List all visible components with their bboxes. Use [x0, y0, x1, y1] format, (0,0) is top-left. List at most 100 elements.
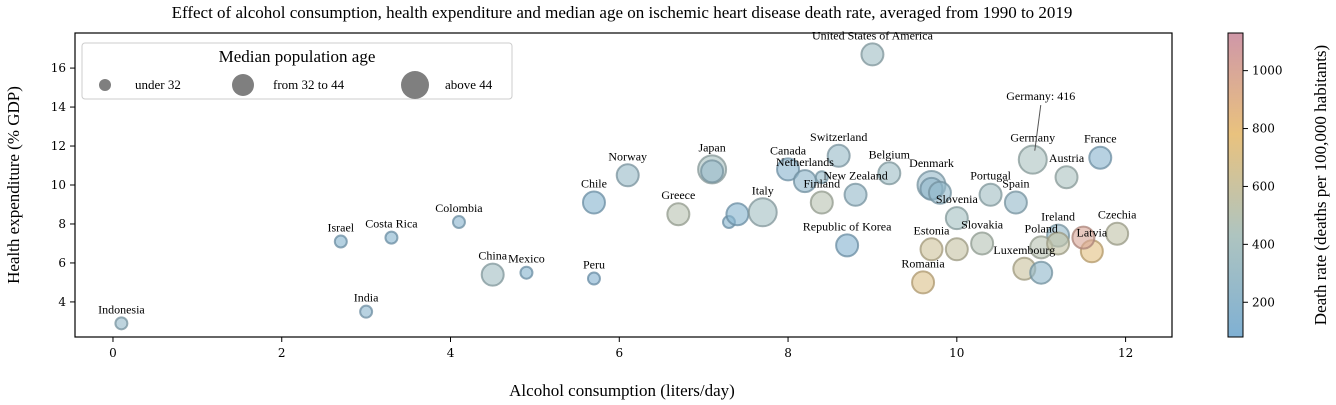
point-label-czechia: Czechia: [1098, 208, 1137, 222]
y-tick-label: 12: [51, 139, 66, 153]
x-tick-label: 12: [1118, 346, 1133, 360]
legend-marker-medium: [232, 74, 254, 96]
point-label-ireland: Ireland: [1041, 210, 1075, 224]
x-tick-label: 6: [615, 346, 623, 360]
point-label-peru: Peru: [583, 258, 605, 272]
point-label-estonia: Estonia: [914, 223, 951, 237]
x-tick-label: 0: [109, 346, 117, 360]
y-tick-label: 4: [58, 295, 66, 309]
point-label-italy: Italy: [752, 183, 774, 197]
point-france: [1088, 145, 1113, 170]
point-italy: [747, 197, 778, 228]
x-axis: 0 2 4 6 8 10 12: [109, 337, 1133, 360]
point-label-japan: Japan: [698, 140, 725, 154]
point-unlabeled-14: [725, 202, 750, 227]
point-unlabeled-42: [1071, 225, 1096, 250]
point-label-colombia: Colombia: [435, 201, 483, 215]
point-label-canada: Canada: [770, 143, 807, 157]
points-layer: [114, 42, 1130, 331]
point-new-zealand: [843, 182, 868, 207]
legend-label-small: under 32: [135, 77, 181, 92]
annotation-arrow: [1034, 105, 1042, 151]
point-label-spain: Spain: [1002, 177, 1029, 191]
legend-marker-large: [401, 71, 429, 99]
legend-marker-small: [99, 79, 111, 91]
point-unlabeled-27: [927, 180, 952, 205]
point-label-israel: Israel: [327, 221, 354, 235]
y-tick-label: 16: [51, 61, 66, 75]
x-tick-label: 4: [447, 346, 455, 360]
point-norway: [615, 163, 640, 188]
point-label-portugal: Portugal: [970, 169, 1011, 183]
point-label-switzerland: Switzerland: [810, 130, 867, 144]
point-label-finland: Finland: [803, 177, 840, 191]
point-label-united-states-of-america: United States of America: [812, 28, 934, 42]
point-canada: [776, 157, 801, 182]
point-china: [480, 262, 505, 287]
point-unlabeled-12: [700, 159, 725, 184]
point-colombia: [451, 215, 466, 230]
y-tick-label: 10: [51, 178, 66, 192]
point-united-states-of-america: [860, 42, 885, 67]
point-label-mexico: Mexico: [508, 252, 545, 266]
point-indonesia: [114, 316, 129, 331]
point-peru: [586, 271, 601, 286]
colorbar: 200 400 600 800 1000 Death rate (deaths per …: [1227, 32, 1330, 338]
point-greece: [666, 202, 691, 227]
point-israel: [333, 234, 348, 249]
point-label-new-zealand: New Zealand: [823, 169, 887, 183]
point-label-india: India: [354, 291, 379, 305]
x-tick-label: 8: [784, 346, 792, 360]
x-tick-label: 10: [949, 346, 964, 360]
point-label-norway: Norway: [608, 149, 647, 163]
point-label-belgium: Belgium: [869, 147, 911, 161]
legend-label-large: above 44: [445, 77, 493, 92]
point-slovenia: [944, 206, 969, 231]
point-unlabeled-45: [1029, 260, 1054, 285]
point-chile: [581, 190, 606, 215]
annotation-text: Germany: 416: [1006, 89, 1075, 103]
legend-label-medium: from 32 to 44: [273, 77, 345, 92]
point-belgium: [877, 161, 902, 186]
colorbar-tick-label: 200: [1252, 295, 1275, 309]
point-label-costa-rica: Costa Rica: [365, 217, 418, 231]
colorbar-tick-label: 1000: [1252, 64, 1283, 78]
point-label-chile: Chile: [581, 177, 607, 191]
point-unlabeled-40: [1046, 231, 1071, 256]
point-label-romania: Romania: [901, 256, 945, 270]
y-axis: 4 6 8 10 12 14 16: [51, 61, 75, 309]
point-label-republic-of-korea: Republic of Korea: [803, 219, 892, 233]
colorbar-label: Death rate (deaths per 100,000 habitants…: [1311, 45, 1330, 325]
point-republic-of-korea: [835, 233, 860, 258]
x-tick-label: 2: [278, 346, 286, 360]
point-label-slovakia: Slovakia: [961, 217, 1004, 231]
point-label-china: China: [478, 249, 507, 263]
colorbar-tick-label: 800: [1252, 122, 1275, 136]
labels-layer: Indonesia India Israel Costa Rica Colombia Ch…: [98, 28, 1137, 316]
point-label-greece: Greece: [661, 188, 695, 202]
point-mexico: [519, 265, 534, 280]
point-label-france: France: [1084, 132, 1117, 146]
size-legend: Median population age under 32 from 32 t…: [81, 42, 513, 100]
x-axis-label: Alcohol consumption (liters/day): [509, 381, 735, 400]
point-netherlands: [792, 169, 817, 194]
annotation-layer: Germany: 416: [1006, 89, 1075, 151]
point-romania: [911, 270, 936, 295]
colorbar-bar: [1227, 32, 1244, 338]
chart-title: Effect of alcohol consumption, health ex…: [172, 3, 1073, 22]
point-label-germany: Germany: [1010, 131, 1055, 145]
y-tick-label: 6: [58, 256, 66, 270]
colorbar-tick-label: 400: [1252, 237, 1275, 251]
point-label-luxembourg: Luxembourg: [993, 243, 1055, 257]
point-unlabeled-19: [814, 170, 829, 185]
point-label-poland: Poland: [1025, 221, 1058, 235]
point-estonia: [919, 237, 944, 262]
point-label-latvia: Latvia: [1077, 225, 1108, 239]
point-portugal: [978, 182, 1003, 207]
colorbar-ticks: 200 400 600 800 1000: [1243, 64, 1283, 309]
colorbar-tick-label: 600: [1252, 179, 1275, 193]
y-tick-label: 8: [58, 217, 66, 231]
point-germany: [1017, 144, 1048, 175]
point-india: [359, 304, 374, 319]
point-unlabeled-31: [944, 237, 969, 262]
